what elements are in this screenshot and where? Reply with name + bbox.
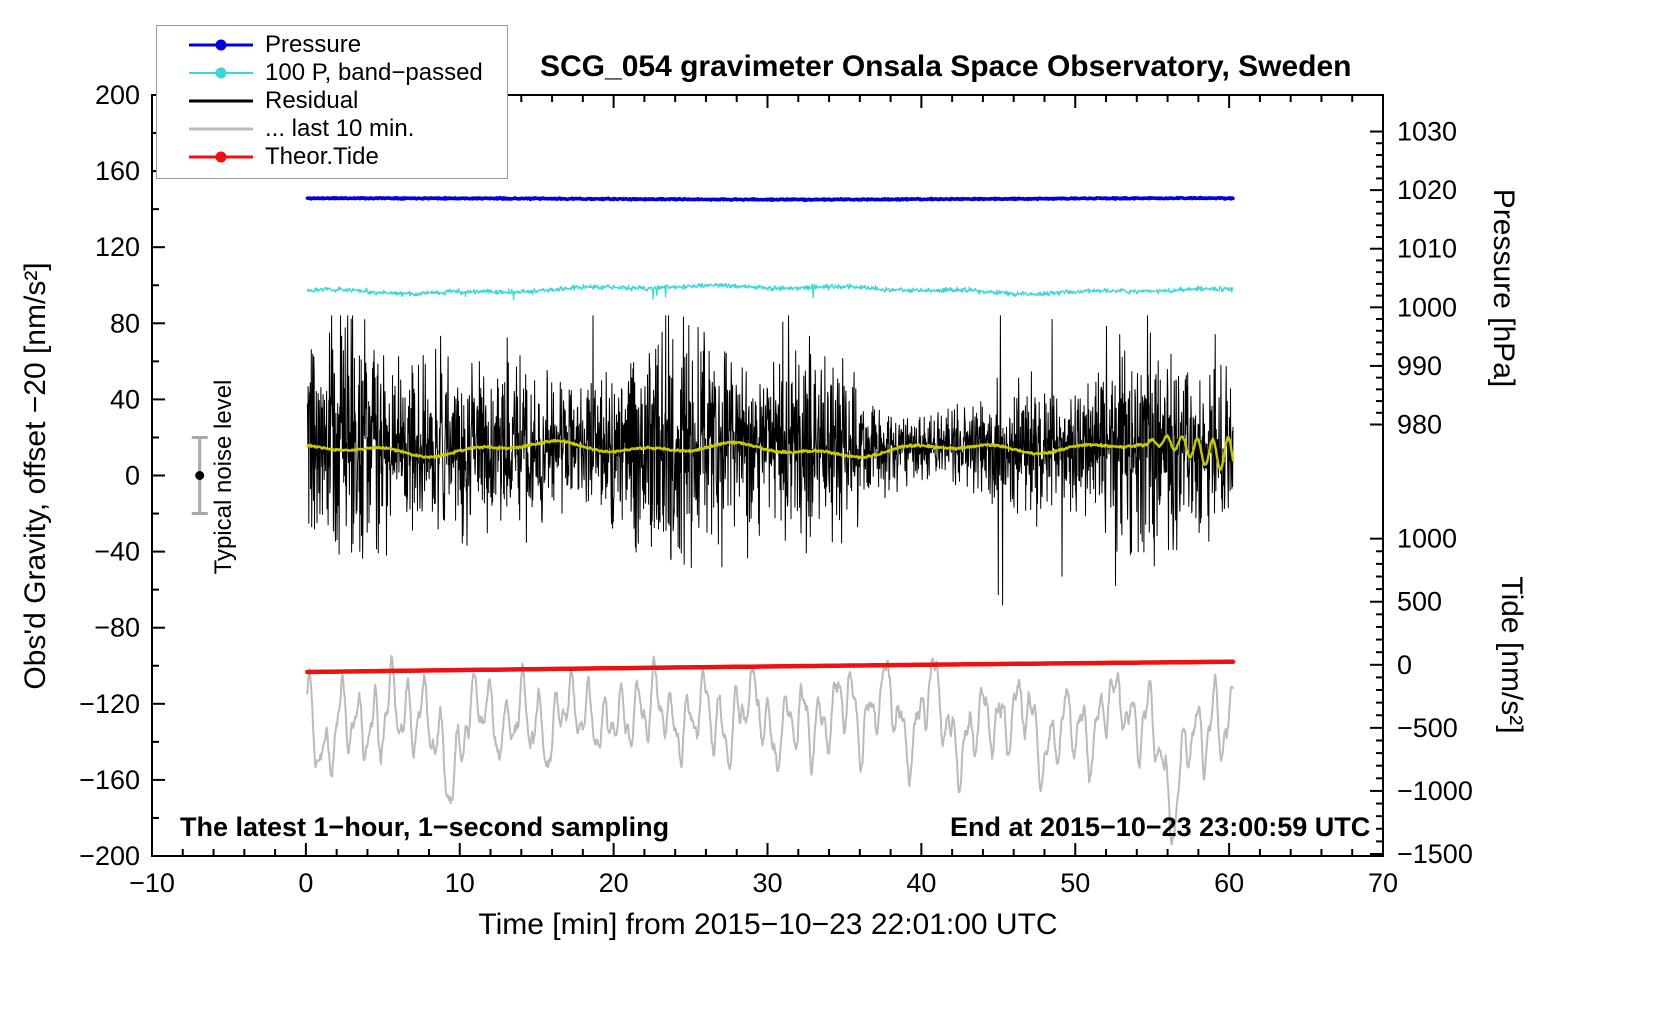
series-residual <box>306 315 1234 606</box>
x-tick-label: 20 <box>599 868 629 898</box>
end-time-note: End at 2015−10−23 23:00:59 UTC <box>950 812 1371 842</box>
x-tick-label: 70 <box>1368 868 1398 898</box>
y-left-tick-label: −40 <box>94 537 140 567</box>
pressure-tick-label: 980 <box>1397 410 1442 440</box>
legend-label-bandpassed: 100 P, band−passed <box>265 59 483 86</box>
x-tick-label: 0 <box>298 868 313 898</box>
noise-level-label: Typical noise level <box>210 379 237 575</box>
series-bandpassed <box>306 282 1234 301</box>
legend-swatch-pressure-icon <box>189 39 253 51</box>
tide-tick-label: −1000 <box>1397 776 1473 806</box>
chart-title: SCG_054 gravimeter Onsala Space Observat… <box>540 50 1352 83</box>
legend-swatch-last10-icon <box>189 127 253 131</box>
tide-tick-label: 500 <box>1397 587 1442 617</box>
legend-item-pressure: Pressure <box>157 31 507 59</box>
legend-item-tide: Theor.Tide <box>157 143 507 171</box>
series-pressure <box>305 195 1235 203</box>
plot-frame <box>151 94 1384 857</box>
y-left-tick-label: −80 <box>94 613 140 643</box>
x-axis-label: Time [min] from 2015−10−23 22:01:00 UTC <box>478 908 1058 941</box>
y-axis-label-pressure: Pressure [hPa] <box>1487 188 1520 388</box>
y-left-tick-label: 0 <box>125 461 140 491</box>
sampling-note: The latest 1−hour, 1−second sampling <box>180 812 670 842</box>
y-left-tick-label: 200 <box>95 80 140 110</box>
y-left-tick-label: 40 <box>110 384 140 414</box>
x-tick-label: 40 <box>906 868 936 898</box>
legend-label-pressure: Pressure <box>265 31 362 58</box>
legend-swatch-residual-icon <box>189 99 253 103</box>
y-left-tick-label: −160 <box>79 765 140 795</box>
x-tick-label: 50 <box>1060 868 1090 898</box>
y-left-tick-label: 160 <box>95 156 140 186</box>
tide-tick-label: 1000 <box>1397 524 1457 554</box>
x-tick-label: 60 <box>1214 868 1244 898</box>
legend-swatch-tide-icon <box>189 151 253 163</box>
noise-level-marker <box>191 435 208 516</box>
pressure-tick-label: 990 <box>1397 351 1442 381</box>
x-tick-label: 30 <box>752 868 782 898</box>
y-left-tick-label: −200 <box>79 841 140 871</box>
legend-swatch-bandpassed-icon <box>189 67 253 79</box>
pressure-tick-label: 1020 <box>1397 175 1457 205</box>
tide-tick-label: −500 <box>1397 713 1458 743</box>
pressure-tick-label: 1030 <box>1397 117 1457 147</box>
series-lines <box>305 195 1236 846</box>
axis-ticks: −10 0 10 20 30 40 50 60 7020016012080400−40−80−1… <box>79 80 1473 898</box>
legend-item-residual: Residual <box>157 87 507 115</box>
legend-item-bandpassed: 100 P, band−passed <box>157 59 507 87</box>
pressure-tick-label: 1010 <box>1397 234 1457 264</box>
y-left-tick-label: 80 <box>110 308 140 338</box>
x-tick-label: −10 <box>129 868 175 898</box>
pressure-tick-label: 1000 <box>1397 292 1457 322</box>
legend-item-last10: ... last 10 min. <box>157 115 507 143</box>
tide-tick-label: 0 <box>1397 650 1412 680</box>
legend-label-tide: Theor.Tide <box>265 143 379 170</box>
series-last10 <box>306 654 1234 846</box>
series-residual_lowpass <box>306 434 1235 471</box>
y-axis-label-tide: Tide [nm/s²] <box>1495 576 1528 734</box>
noise-level-dot <box>195 471 205 480</box>
y-left-tick-label: −120 <box>79 689 140 719</box>
legend: Pressure 100 P, band−passed Residual... la… <box>156 25 508 179</box>
legend-label-last10: ... last 10 min. <box>265 115 415 142</box>
tide-tick-label: −1500 <box>1397 839 1473 869</box>
legend-label-residual: Residual <box>265 87 359 114</box>
y-axis-label-gravity: Obs'd Gravity, offset −20 [nm/s²] <box>19 262 52 690</box>
series-theor_tide <box>305 659 1236 675</box>
x-tick-label: 10 <box>445 868 475 898</box>
y-left-tick-label: 120 <box>95 232 140 262</box>
